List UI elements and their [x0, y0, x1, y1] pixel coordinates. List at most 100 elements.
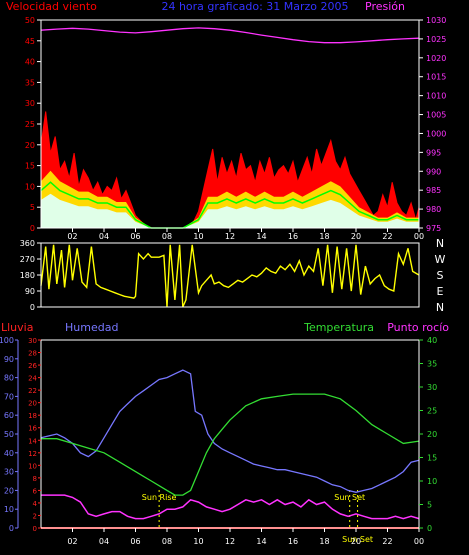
temp-y-tick-label: 20 — [427, 430, 437, 439]
compass-label: W — [435, 253, 446, 266]
direction-y-tick-label: 270 — [20, 255, 35, 264]
pressure-y-tick-label: 1000 — [426, 129, 446, 138]
pressure-y-tick-label: 1025 — [426, 35, 446, 44]
rain-y-tick-label: 2 — [33, 512, 37, 520]
wind-x-tick-label: 20 — [351, 232, 361, 241]
wind-y-tick-label: 0 — [30, 224, 35, 233]
pressure-label: Presión — [365, 0, 405, 13]
pressure-y-tick-label: 1010 — [426, 92, 446, 101]
humidity-y-tick-label: 20 — [4, 486, 14, 495]
direction-y-tick-label: 360 — [20, 239, 35, 248]
wind-y-tick-label: 45 — [25, 37, 35, 46]
climate-x-tick-label: 18 — [319, 537, 329, 546]
climate-x-tick-label: 10 — [193, 537, 203, 546]
pressure-y-tick-label: 995 — [426, 148, 441, 157]
temp-y-tick-label: 40 — [427, 336, 437, 345]
sun-marker-label: Sun Set — [334, 493, 365, 502]
rain-y-tick-label: 4 — [33, 500, 38, 508]
wind-axes: 0510152025303540455097598098599099510001… — [25, 16, 447, 241]
wind-min-area — [41, 193, 419, 228]
wind-x-tick-label: 12 — [225, 232, 235, 241]
humidity-line — [40, 369, 420, 493]
temp-y-tick-label: 10 — [427, 477, 437, 486]
sun-marker-label: Sun Rise — [142, 493, 177, 502]
climate-x-tick-label: 06 — [130, 537, 140, 546]
temperature-label: Temperatura — [303, 321, 374, 334]
humidity-y-tick-label: 40 — [4, 449, 14, 458]
compass-label: E — [437, 285, 444, 298]
wind-speed-label: Velocidad viento — [6, 0, 97, 13]
climate-x-tick-label: 00 — [414, 537, 424, 546]
temp-y-tick-label: 5 — [427, 501, 432, 510]
pressure-y-tick-label: 1020 — [426, 54, 446, 63]
humidity-y-tick-label: 80 — [4, 374, 14, 383]
rain-y-tick-label: 16 — [28, 425, 37, 433]
temp-y-tick-label: 0 — [427, 524, 432, 533]
rain-y-tick-label: 12 — [28, 450, 37, 458]
humidity-y-tick-label: 70 — [4, 392, 14, 401]
pressure-y-tick-label: 985 — [426, 186, 441, 195]
wind-x-tick-label: 00 — [414, 232, 424, 241]
climate-x-tick-label: 12 — [225, 537, 235, 546]
rain-y-tick-label: 0 — [33, 525, 37, 533]
wind-x-tick-label: 16 — [288, 232, 298, 241]
humidity-y-tick-label: 50 — [4, 430, 14, 439]
wind-y-tick-label: 20 — [25, 141, 35, 150]
rain-y-tick-label: 30 — [28, 337, 37, 345]
temp-y-tick-label: 30 — [427, 383, 437, 392]
climate-x-tick-label: 04 — [99, 537, 109, 546]
climate-axes: 0102030405060708090100024681012141618202… — [0, 336, 437, 546]
humidity-y-tick-label: 0 — [9, 524, 14, 533]
humidity-y-tick-label: 10 — [4, 505, 14, 514]
wind-x-tick-label: 02 — [67, 232, 77, 241]
climate-x-tick-label: 20 — [351, 537, 361, 546]
rain-y-tick-label: 10 — [28, 462, 37, 470]
pressure-y-tick-label: 1030 — [426, 16, 446, 25]
wind-y-tick-label: 35 — [25, 78, 35, 87]
rain-y-tick-label: 8 — [33, 475, 37, 483]
temp-y-tick-label: 15 — [427, 454, 437, 463]
pressure-y-tick-label: 990 — [426, 167, 441, 176]
wind-x-tick-label: 06 — [130, 232, 140, 241]
dewpoint-line — [41, 494, 420, 520]
rain-y-tick-label: 18 — [28, 412, 37, 420]
humidity-y-tick-label: 30 — [4, 468, 14, 477]
pressure-line — [40, 27, 420, 44]
temp-y-tick-label: 25 — [427, 407, 437, 416]
pressure-y-tick-label: 1015 — [426, 73, 446, 82]
wind-y-tick-label: 50 — [25, 16, 35, 25]
wind-y-tick-label: 10 — [25, 182, 35, 191]
compass-label: N — [436, 301, 444, 314]
rain-y-tick-label: 14 — [28, 437, 37, 445]
compass-label: N — [436, 237, 444, 250]
wind-x-tick-label: 10 — [193, 232, 203, 241]
rain-y-tick-label: 26 — [28, 362, 37, 370]
direction-y-tick-label: 90 — [25, 287, 35, 296]
climate-x-tick-label: 14 — [256, 537, 266, 546]
climate-x-tick-label: 08 — [162, 537, 172, 546]
direction-y-tick-label: 0 — [30, 303, 35, 312]
rain-label: Lluvia — [1, 321, 33, 334]
wind-x-tick-label: 22 — [382, 232, 392, 241]
humidity-y-tick-label: 90 — [4, 355, 14, 364]
wind-y-tick-label: 30 — [25, 99, 35, 108]
wind-x-tick-label: 18 — [319, 232, 329, 241]
wind-y-tick-label: 25 — [25, 120, 35, 129]
direction-y-tick-label: 180 — [20, 271, 35, 280]
compass-label: S — [437, 269, 444, 282]
wind-y-tick-label: 40 — [25, 58, 35, 67]
rain-y-tick-label: 28 — [28, 350, 37, 358]
wind-y-tick-label: 15 — [25, 162, 35, 171]
humidity-y-tick-label: 100 — [0, 336, 14, 345]
pressure-y-tick-label: 975 — [426, 224, 441, 233]
wind-y-tick-label: 5 — [30, 203, 35, 212]
pressure-y-tick-label: 1005 — [426, 111, 446, 120]
pressure-y-tick-label: 980 — [426, 205, 441, 214]
temp-y-tick-label: 35 — [427, 360, 437, 369]
direction-line — [40, 244, 420, 308]
climate-x-tick-label: 22 — [382, 537, 392, 546]
climate-x-tick-label: 02 — [67, 537, 77, 546]
wind-plot — [40, 27, 420, 229]
